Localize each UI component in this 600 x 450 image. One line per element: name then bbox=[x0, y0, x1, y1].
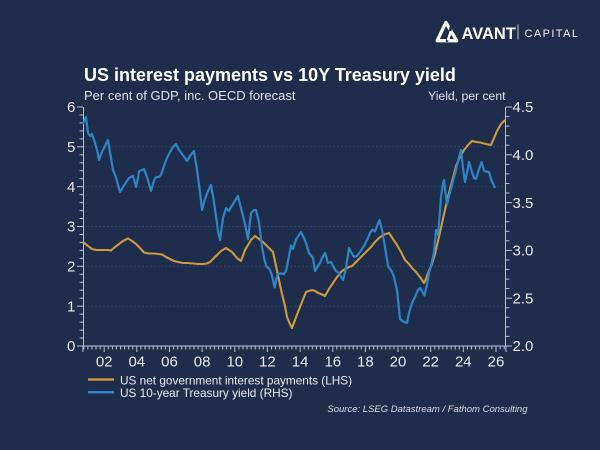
svg-text:Source: LSEG Datastream / Fath: Source: LSEG Datastream / Fathom Consult… bbox=[327, 404, 528, 415]
svg-text:US interest payments vs 10Y Tr: US interest payments vs 10Y Treasury yie… bbox=[84, 65, 456, 85]
svg-text:02: 02 bbox=[96, 353, 113, 370]
svg-text:Yield, per cent: Yield, per cent bbox=[428, 89, 506, 103]
svg-text:26: 26 bbox=[488, 353, 505, 370]
svg-text:4: 4 bbox=[67, 179, 75, 196]
svg-text:6: 6 bbox=[67, 99, 75, 116]
svg-text:20: 20 bbox=[390, 353, 407, 370]
svg-text:10: 10 bbox=[226, 353, 243, 370]
svg-text:06: 06 bbox=[161, 353, 178, 370]
svg-text:3.5: 3.5 bbox=[513, 195, 534, 212]
svg-text:Per cent of GDP, inc. OECD for: Per cent of GDP, inc. OECD forecast bbox=[84, 88, 296, 103]
svg-text:CAPITAL: CAPITAL bbox=[525, 28, 580, 40]
svg-text:5: 5 bbox=[67, 139, 75, 156]
svg-text:3.0: 3.0 bbox=[513, 243, 534, 260]
svg-text:24: 24 bbox=[455, 353, 472, 370]
svg-text:US 10-year Treasury yield (RHS: US 10-year Treasury yield (RHS) bbox=[120, 386, 292, 400]
svg-text:12: 12 bbox=[259, 353, 276, 370]
svg-text:4.0: 4.0 bbox=[513, 147, 534, 164]
svg-text:16: 16 bbox=[324, 353, 341, 370]
svg-text:18: 18 bbox=[357, 353, 374, 370]
svg-text:3: 3 bbox=[67, 219, 75, 236]
svg-text:AVANT: AVANT bbox=[462, 25, 516, 43]
svg-text:2.0: 2.0 bbox=[513, 338, 534, 355]
svg-text:08: 08 bbox=[194, 353, 211, 370]
svg-text:4.5: 4.5 bbox=[513, 99, 534, 116]
svg-text:2.5: 2.5 bbox=[513, 290, 534, 307]
svg-text:14: 14 bbox=[292, 353, 309, 370]
svg-text:04: 04 bbox=[128, 353, 145, 370]
svg-text:1: 1 bbox=[67, 298, 75, 315]
svg-text:2: 2 bbox=[67, 259, 75, 276]
svg-text:US net government interest pay: US net government interest payments (LHS… bbox=[120, 374, 352, 388]
svg-text:22: 22 bbox=[422, 353, 439, 370]
svg-text:0: 0 bbox=[67, 338, 75, 355]
